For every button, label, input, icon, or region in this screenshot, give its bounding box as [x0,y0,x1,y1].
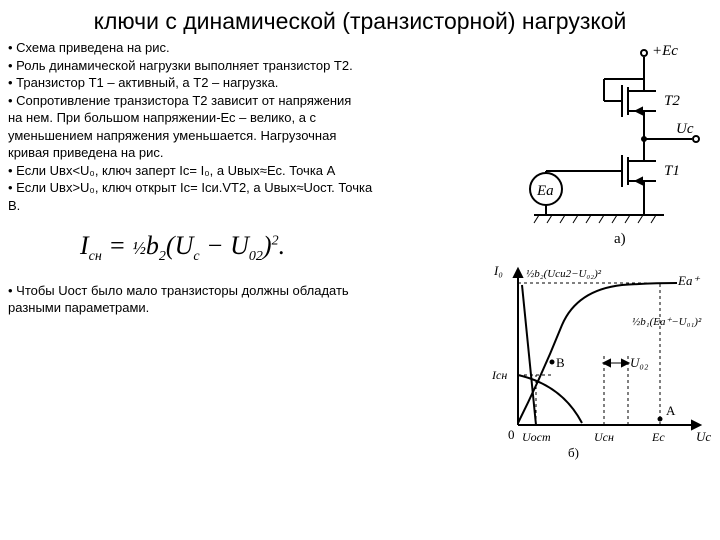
bullet-1: • Схема приведена на рис. [8,39,498,57]
bullet-4-cont2: уменьшением напряжения уменьшается. Нагр… [8,127,498,145]
label-u02: U₀₂ [630,355,649,370]
formula-minus: − [200,231,231,260]
label-ea-plus: Eа⁺ [677,273,700,288]
label-ec: +Eс [652,43,678,59]
formula-lhs-sub: сн [89,250,102,265]
label-ea: Eа [536,183,554,199]
formula-open: ( [166,231,175,260]
formula-half: ½ [132,238,146,258]
label-curve1: ½b₂(Uси2−U₀₂)² [526,268,602,280]
bullet-4: • Сопротивление транзистора Т2 зависит о… [8,92,498,110]
formula-b2: b [146,231,159,260]
label-point-b: B [556,355,565,370]
bullet-5: • Если Uвх<U₀, ключ заперт Ic= I₀, а Uвы… [8,162,498,180]
load-curve-graph: I₀ Uс 0 Eа⁺ U₀₂ Uост Uсн Eс Iсн B A б) ½… [482,255,712,465]
circuit-diagram: +Eс T2 Uс T1 Eа a) [504,39,712,251]
bullet-4-cont3: кривая приведена на рис. [8,144,498,162]
bullet-4-cont1: на нем. При большом напряжении-Ес – вели… [8,109,498,127]
formula-uc: U [175,231,194,260]
label-y-axis: I₀ [493,263,503,278]
formula-sq: 2 [272,234,279,249]
label-sub-a: a) [614,231,626,247]
formula-u02-sub: 02 [249,250,263,265]
label-uost: Uост [522,430,551,444]
formula: Iсн = ½b2(Uc − U02)2. [8,214,498,281]
formula-u02: U [230,231,249,260]
bullet-7-cont: разными параметрами. [8,299,498,317]
label-ec-x: Eс [651,430,665,444]
label-origin: 0 [508,427,515,442]
content-area: • Схема приведена на рис. • Роль динамич… [0,39,720,465]
label-point-a: A [666,403,676,418]
label-usn: Uсн [594,430,614,444]
bullet-6-cont: В. [8,197,498,215]
text-column: • Схема приведена на рис. • Роль динамич… [8,39,498,465]
slide-title: ключи с динамической (транзисторной) наг… [0,0,720,39]
label-t1: T1 [664,163,680,179]
formula-close: ) [263,231,272,260]
formula-lhs: I [80,231,89,260]
formula-eq: = [102,231,133,260]
label-sub-b: б) [568,445,579,460]
bullet-6: • Если Uвх>U₀, ключ открыт Ic= Iси.VT2, … [8,179,498,197]
label-x-axis: Uс [696,429,711,444]
bullet-2: • Роль динамической нагрузки выполняет т… [8,57,498,75]
label-curve2: ½b₁(Eа⁺−U₀₁)² [632,316,702,328]
bullet-7: • Чтобы Uост было мало транзисторы должн… [8,282,498,300]
label-t2: T2 [664,93,680,109]
formula-dot: . [279,231,286,260]
diagrams-column: +Eс T2 Uс T1 Eа a) [498,39,712,465]
label-ism: Iсн [491,368,507,382]
bullet-3: • Транзистор Т1 – активный, а Т2 – нагру… [8,74,498,92]
formula-b2-sub: 2 [159,250,166,265]
label-uc: Uс [676,121,694,137]
